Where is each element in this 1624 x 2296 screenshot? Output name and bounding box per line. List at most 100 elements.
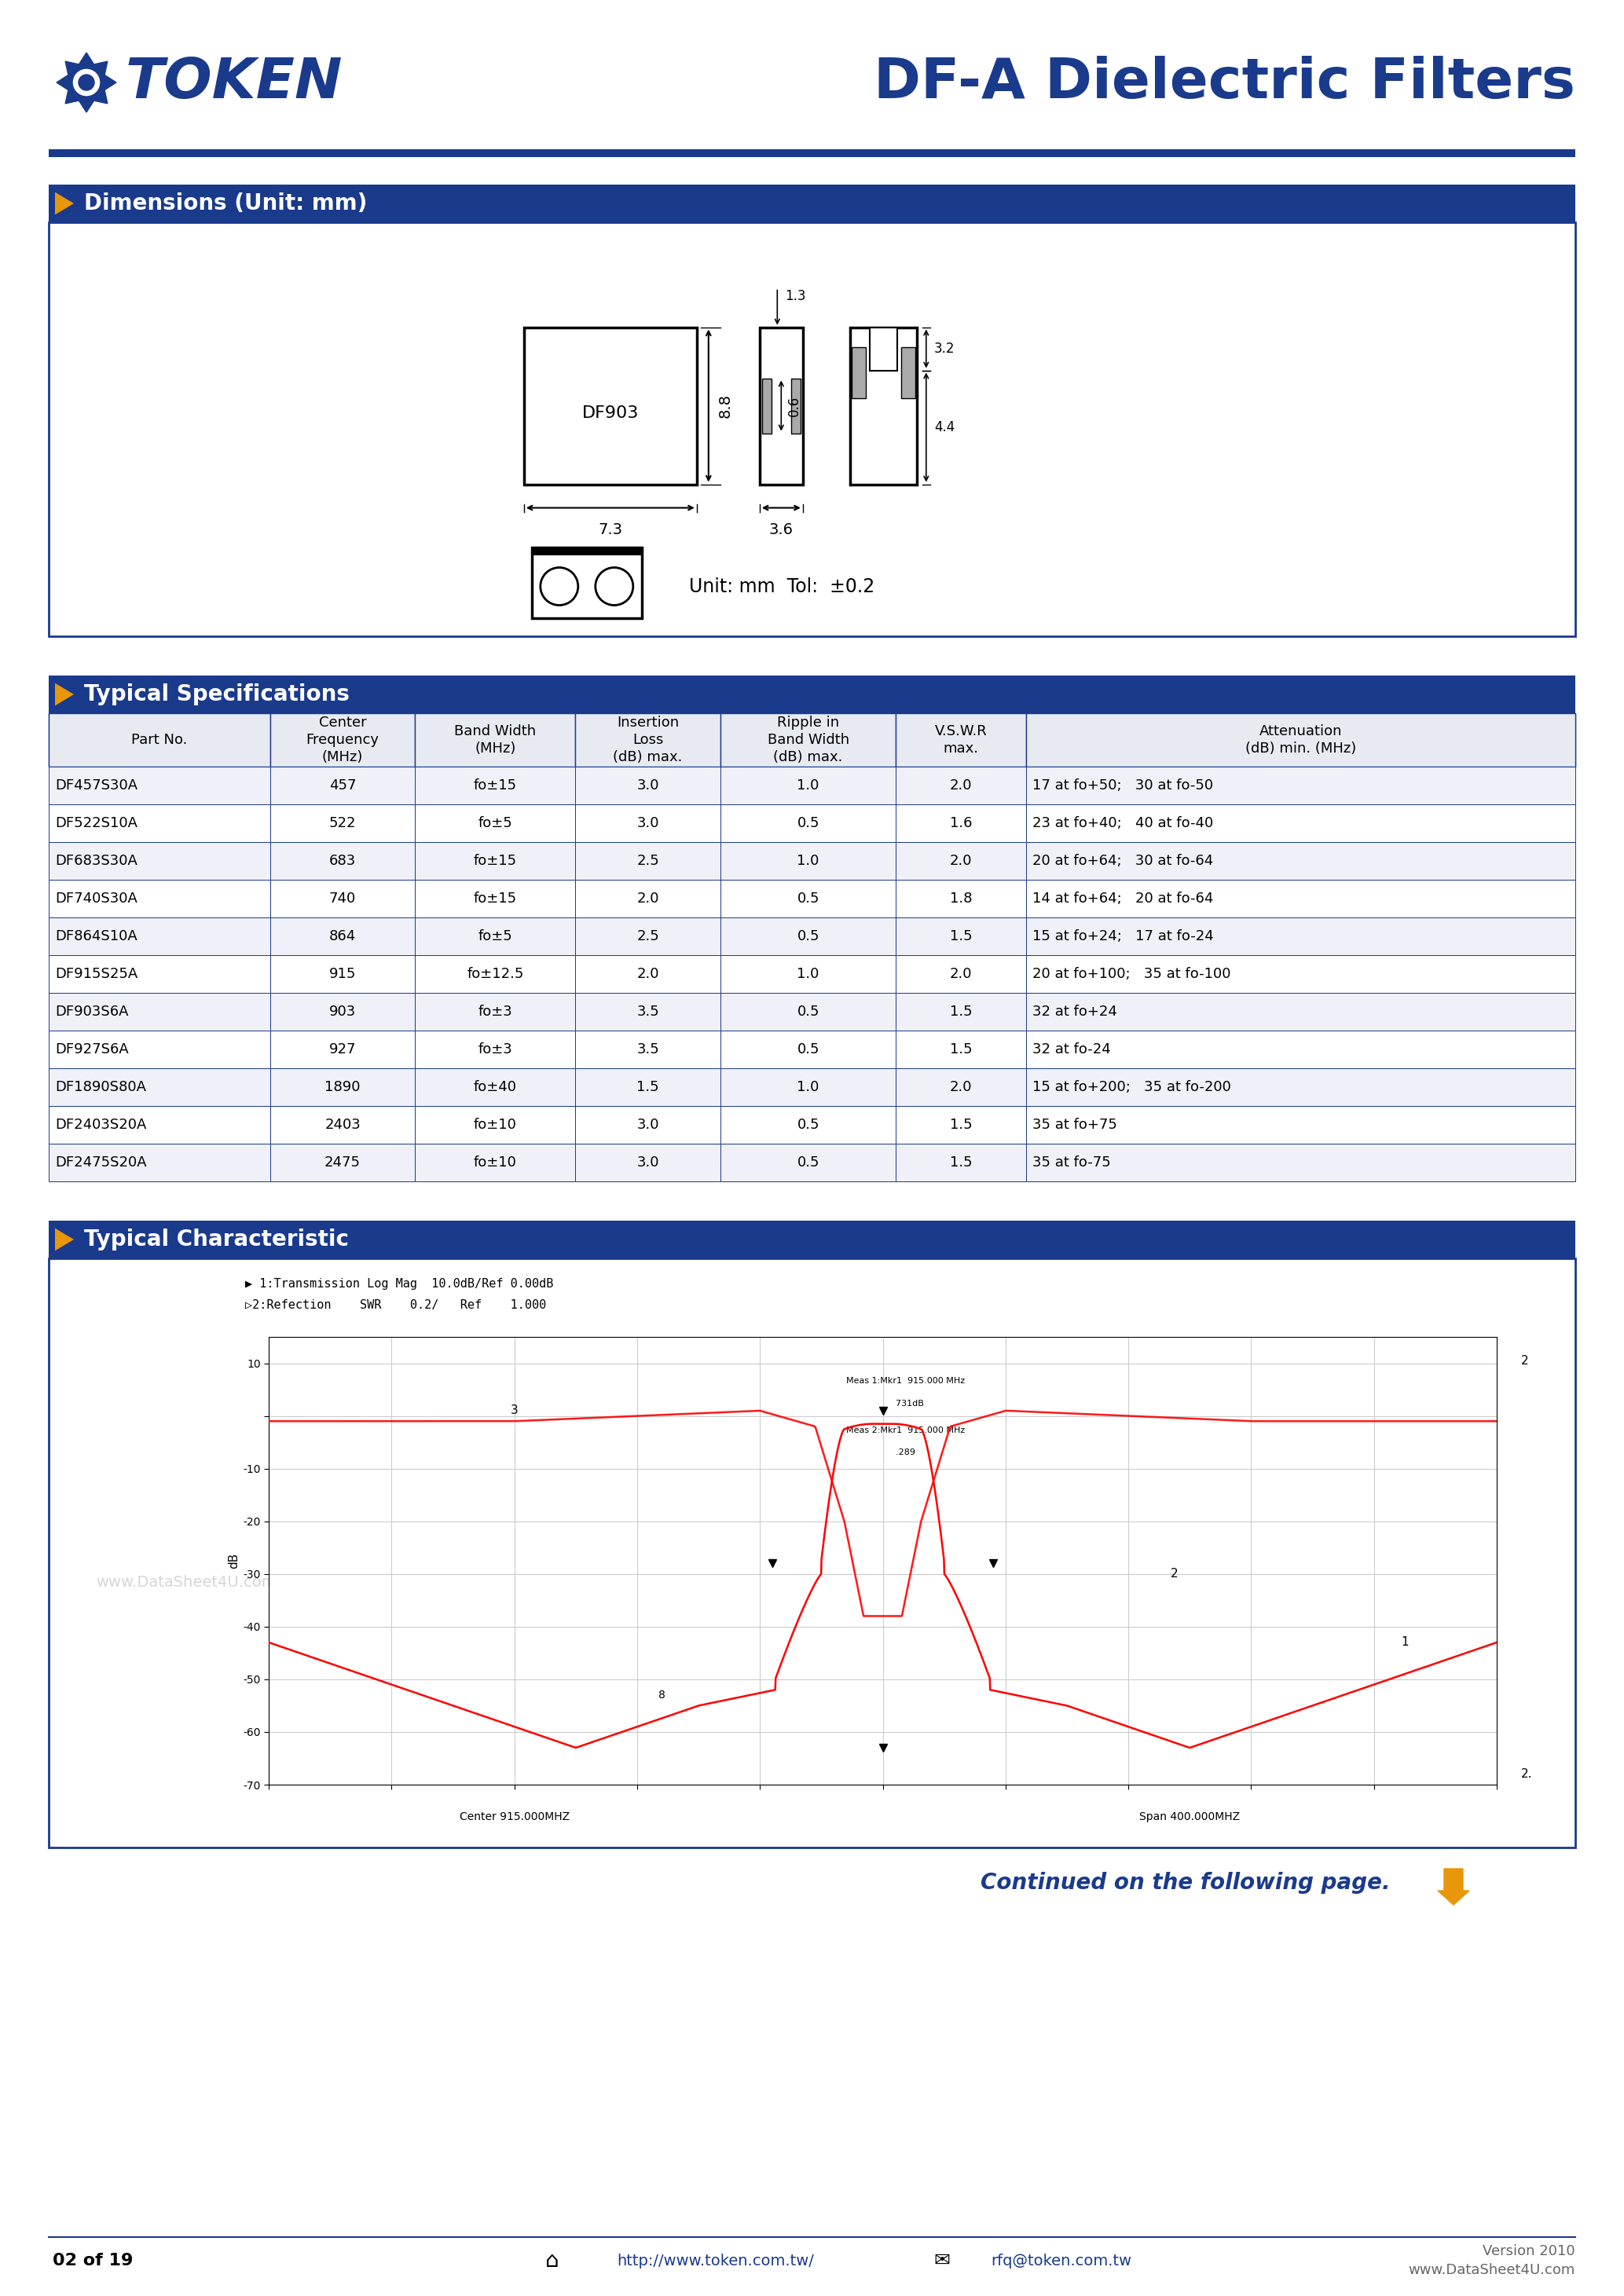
- Bar: [270, 1107, 416, 1143]
- Text: ✉: ✉: [934, 2250, 950, 2271]
- Text: Typical Specifications: Typical Specifications: [84, 684, 349, 705]
- Text: 740: 740: [330, 891, 356, 905]
- Text: 2: 2: [1171, 1568, 1177, 1580]
- Bar: [1026, 1068, 1575, 1107]
- Bar: [270, 767, 416, 804]
- Text: 1.5: 1.5: [950, 1155, 973, 1169]
- Bar: [49, 767, 270, 804]
- Bar: [49, 1258, 1575, 1848]
- Text: 35 at fo-75: 35 at fo-75: [1031, 1155, 1111, 1169]
- Text: Center
Frequency
(MHz): Center Frequency (MHz): [305, 716, 378, 765]
- Text: 1.3: 1.3: [784, 289, 806, 303]
- Text: 0.5: 0.5: [797, 1042, 820, 1056]
- Bar: [416, 879, 575, 918]
- Text: 2475: 2475: [325, 1155, 361, 1169]
- Text: fo±5: fo±5: [477, 815, 513, 831]
- Bar: [270, 955, 416, 992]
- Bar: [760, 326, 802, 484]
- Text: 683: 683: [330, 854, 356, 868]
- Text: 2.0: 2.0: [950, 1079, 973, 1095]
- Text: DF915S25A: DF915S25A: [55, 967, 138, 980]
- FancyArrow shape: [1437, 1869, 1470, 1906]
- Text: Meas 2:Mkr1  915.000 MHz: Meas 2:Mkr1 915.000 MHz: [846, 1426, 965, 1435]
- Text: 3.0: 3.0: [637, 778, 659, 792]
- Text: fo±15: fo±15: [474, 891, 516, 905]
- Bar: [49, 184, 1575, 223]
- Text: 3.0: 3.0: [637, 1118, 659, 1132]
- Bar: [416, 843, 575, 879]
- Bar: [270, 804, 416, 843]
- Bar: [896, 1068, 1026, 1107]
- Text: 457: 457: [330, 778, 356, 792]
- Text: 17 at fo+50;   30 at fo-50: 17 at fo+50; 30 at fo-50: [1031, 778, 1213, 792]
- Bar: [1026, 992, 1575, 1031]
- Text: 2.0: 2.0: [950, 854, 973, 868]
- Bar: [270, 1031, 416, 1068]
- Bar: [896, 714, 1026, 767]
- Bar: [1026, 1107, 1575, 1143]
- Bar: [525, 326, 697, 484]
- Text: 3.6: 3.6: [770, 521, 794, 537]
- Bar: [416, 1068, 575, 1107]
- Text: 2.0: 2.0: [950, 778, 973, 792]
- Text: Part No.: Part No.: [132, 732, 187, 746]
- Text: Ripple in
Band Width
(dB) max.: Ripple in Band Width (dB) max.: [767, 716, 849, 765]
- Text: ▷2:Refection    SWR    0.2/   Ref    1.000: ▷2:Refection SWR 0.2/ Ref 1.000: [245, 1300, 546, 1311]
- Bar: [49, 955, 270, 992]
- Bar: [49, 1031, 270, 1068]
- Bar: [721, 955, 896, 992]
- Bar: [575, 918, 721, 955]
- Bar: [416, 918, 575, 955]
- Bar: [851, 347, 866, 397]
- Polygon shape: [55, 684, 73, 705]
- Bar: [416, 992, 575, 1031]
- Text: 2.0: 2.0: [950, 967, 973, 980]
- Bar: [49, 879, 270, 918]
- Circle shape: [541, 567, 578, 606]
- Bar: [49, 1068, 270, 1107]
- Bar: [849, 326, 916, 484]
- Text: www.DataSheet4U.com: www.DataSheet4U.com: [96, 1575, 276, 1589]
- Text: 731dB: 731dB: [846, 1401, 924, 1407]
- Bar: [270, 843, 416, 879]
- Text: 20 at fo+100;   35 at fo-100: 20 at fo+100; 35 at fo-100: [1031, 967, 1231, 980]
- Bar: [270, 992, 416, 1031]
- Text: 3.5: 3.5: [637, 1006, 659, 1019]
- Text: DF-A Dielectric Filters: DF-A Dielectric Filters: [874, 55, 1575, 110]
- Text: V.S.W.R
max.: V.S.W.R max.: [935, 723, 987, 755]
- Text: 864: 864: [330, 930, 356, 944]
- Bar: [896, 955, 1026, 992]
- Text: DF903: DF903: [581, 406, 638, 422]
- Text: 915: 915: [330, 967, 356, 980]
- Polygon shape: [55, 1228, 73, 1251]
- Bar: [416, 1031, 575, 1068]
- Bar: [721, 843, 896, 879]
- Text: fo±15: fo±15: [474, 778, 516, 792]
- Text: 1.0: 1.0: [797, 854, 820, 868]
- Bar: [49, 223, 1575, 636]
- Text: DF903S6A: DF903S6A: [55, 1006, 128, 1019]
- Bar: [896, 992, 1026, 1031]
- Text: 3.0: 3.0: [637, 815, 659, 831]
- Text: 2403: 2403: [325, 1118, 361, 1132]
- Bar: [901, 347, 916, 397]
- Text: 1.6: 1.6: [950, 815, 973, 831]
- Bar: [791, 379, 801, 434]
- Text: 15 at fo+200;   35 at fo-200: 15 at fo+200; 35 at fo-200: [1031, 1079, 1231, 1095]
- Bar: [1026, 918, 1575, 955]
- Text: 1.5: 1.5: [637, 1079, 659, 1095]
- Text: 0.5: 0.5: [797, 815, 820, 831]
- Bar: [721, 992, 896, 1031]
- Bar: [575, 1143, 721, 1182]
- Text: .289: .289: [846, 1449, 914, 1456]
- Bar: [416, 1107, 575, 1143]
- Text: DF1890S80A: DF1890S80A: [55, 1079, 146, 1095]
- Text: fo±5: fo±5: [477, 930, 513, 944]
- Bar: [49, 714, 1575, 767]
- Bar: [1026, 1143, 1575, 1182]
- Text: fo±3: fo±3: [477, 1042, 513, 1056]
- Text: 1.5: 1.5: [950, 1118, 973, 1132]
- Text: Unit: mm  Tol:  ±0.2: Unit: mm Tol: ±0.2: [689, 576, 874, 595]
- Bar: [1026, 804, 1575, 843]
- Bar: [49, 1221, 1575, 1258]
